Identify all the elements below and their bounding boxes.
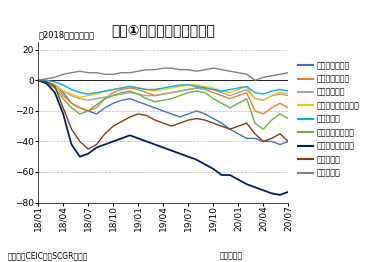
- Text: （2018年年初比％）: （2018年年初比％）: [38, 30, 94, 39]
- Text: （年／月）: （年／月）: [219, 252, 242, 261]
- Text: （出所：CEICよりSCGR作成）: （出所：CEICよりSCGR作成）: [8, 252, 88, 261]
- Title: 図表①　新興国通貨の推移: 図表① 新興国通貨の推移: [111, 23, 215, 37]
- Legend: ブラジルレアル, ロシアルーブル, インドルピー, インドネシアルピア, 中国人民元, 南アフリカランド, アルゼンチンペソ, トルコリラ, タイバーツ: ブラジルレアル, ロシアルーブル, インドルピー, インドネシアルピア, 中国人…: [295, 58, 363, 181]
